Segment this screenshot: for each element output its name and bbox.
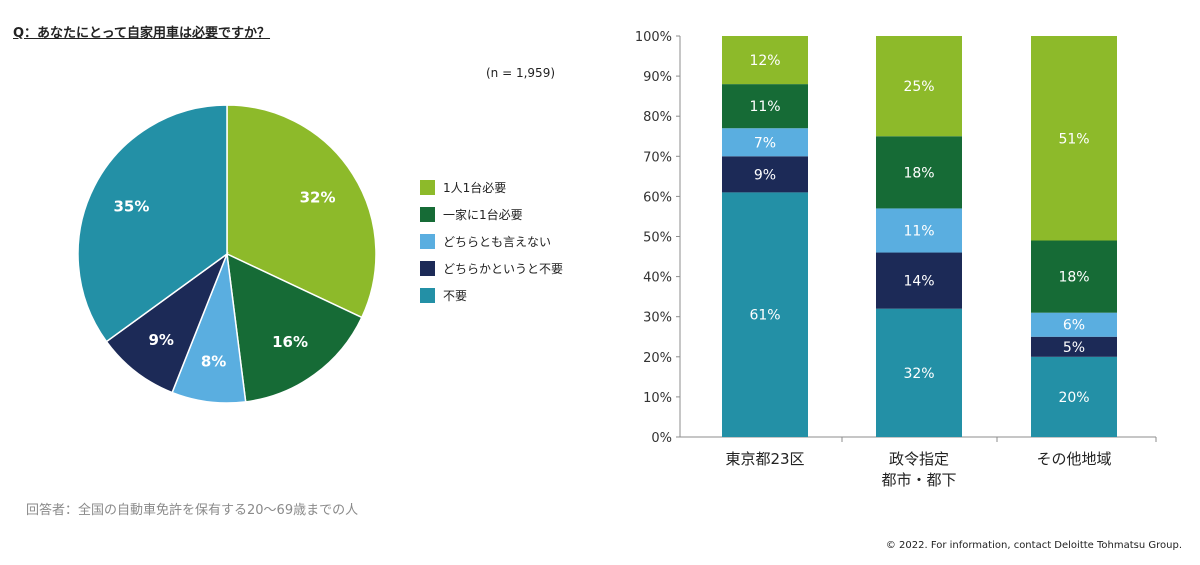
legend-swatch — [420, 261, 435, 276]
legend-item: 1人1台必要 — [420, 178, 563, 197]
y-tick-label: 50% — [643, 231, 672, 246]
pie-slice-label: 35% — [113, 197, 149, 215]
x-category-label: 東京都23区 — [725, 450, 805, 468]
bar-segment — [722, 192, 808, 437]
legend-swatch — [420, 234, 435, 249]
pie-legend: 1人1台必要一家に1台必要どちらとも言えない どちらかというと不要 不要 — [420, 178, 563, 313]
y-tick-label: 30% — [643, 311, 672, 326]
legend-label: 不要 — [443, 289, 468, 303]
bar-segment-label: 6% — [1063, 318, 1085, 334]
y-tick-label: 90% — [643, 70, 672, 85]
legend-item: どちらとも言えない — [420, 232, 563, 251]
bar-segment-label: 32% — [903, 366, 934, 382]
y-tick-label: 60% — [643, 190, 672, 205]
x-category-label: 政令指定 都市・都下 — [881, 450, 957, 489]
pie-slice — [226, 104, 377, 319]
legend-item: 不要 — [420, 286, 563, 305]
legend-label: どちらかというと不要 — [443, 262, 564, 276]
bar-segment-label: 18% — [1058, 270, 1089, 286]
y-tick-label: 10% — [643, 391, 672, 406]
legend-swatch — [420, 288, 435, 303]
y-tick-label: 40% — [643, 271, 672, 286]
y-tick-label: 70% — [643, 150, 672, 165]
legend-swatch — [420, 207, 435, 222]
respondents-note: 回答者：全国の自動車免許を保有する20～69歳までの人 — [26, 503, 359, 518]
bar-segment — [876, 252, 962, 309]
bar-segment — [876, 36, 962, 137]
bar-segment — [1031, 356, 1117, 437]
bar-segment — [876, 136, 962, 209]
pie-slice-label: 32% — [300, 189, 336, 207]
y-tick-label: 0% — [651, 431, 672, 446]
legend-item: どちらかというと不要 — [420, 259, 563, 278]
bar-segment-label: 18% — [903, 165, 934, 181]
bar-segment — [876, 308, 962, 437]
bar-segment-label: 9% — [754, 167, 776, 183]
y-tick-label: 100% — [635, 30, 672, 45]
bar-segment-label: 11% — [749, 99, 780, 115]
bar-segment — [1031, 36, 1117, 241]
bar-segment-label: 12% — [749, 53, 780, 69]
pie-slice-label: 9% — [149, 331, 174, 349]
bar-segment — [722, 84, 808, 129]
legend-item: 一家に1台必要 — [420, 205, 563, 224]
bar-segment — [722, 36, 808, 85]
legend-swatch — [420, 180, 435, 195]
bar-segment — [722, 128, 808, 157]
copyright-note: © 2022. For information, contact Deloitt… — [885, 540, 1182, 551]
bar-segment-label: 61% — [749, 308, 780, 324]
bar-segment-label: 7% — [754, 135, 776, 151]
legend-label: 1人1台必要 — [443, 181, 507, 195]
pie-slice-label: 8% — [201, 352, 226, 370]
bar-segment-label: 11% — [903, 223, 934, 239]
x-category-label: その他地域 — [1036, 450, 1112, 468]
bar-segment-label: 5% — [1063, 340, 1085, 356]
stacked-bar-chart: 0% 10% 20% 30% 40% 50% 60% 70% 80% 90% 100% 61% 9% 7%… — [635, 30, 1157, 446]
pie-slice — [77, 104, 228, 343]
bar-segment-label: 14% — [903, 274, 934, 290]
bar-segment — [1031, 336, 1117, 357]
bar-segment-label: 51% — [1058, 131, 1089, 147]
pie-chart: 32% 16% 8% 9% 35% — [77, 104, 377, 404]
bar-segment — [1031, 240, 1117, 313]
legend-label: どちらとも言えない — [443, 235, 552, 249]
pie-slice — [226, 252, 363, 403]
question-title: Q：あなたにとって自家用車は必要ですか？ — [13, 26, 271, 41]
pie-slice-label: 16% — [272, 333, 308, 351]
legend-label: 一家に1台必要 — [443, 208, 523, 222]
bar-segment — [1031, 312, 1117, 337]
y-tick-label: 20% — [643, 351, 672, 366]
y-tick-label: 80% — [643, 110, 672, 125]
bar-segment — [722, 156, 808, 193]
pie-slice — [105, 251, 229, 394]
bar-segment — [876, 208, 962, 253]
bar-segment-label: 25% — [903, 79, 934, 95]
bar-segment-label: 20% — [1058, 390, 1089, 406]
sample-size: (n = 1,959) — [486, 66, 556, 80]
